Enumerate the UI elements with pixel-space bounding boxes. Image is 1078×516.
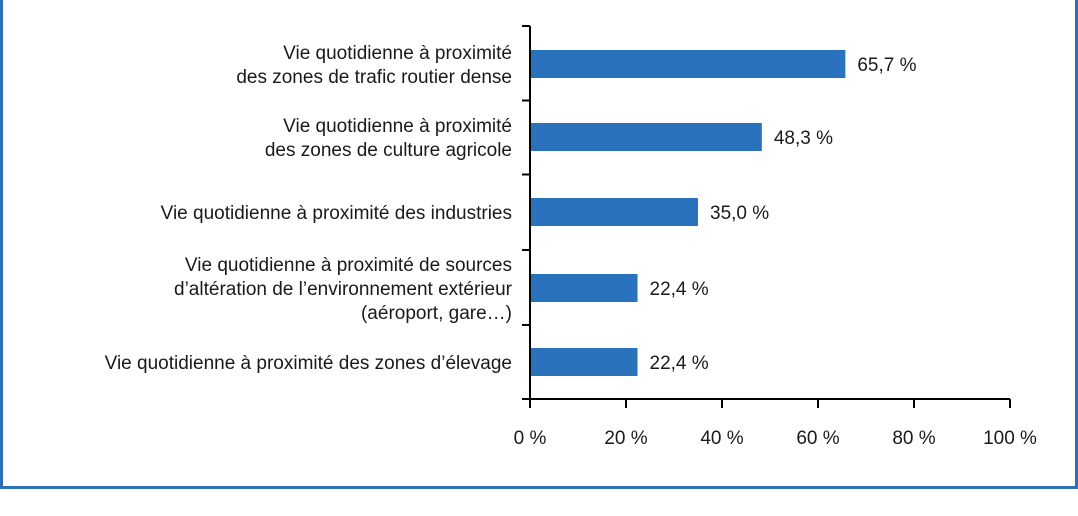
- x-tick-label: 20 %: [604, 428, 647, 449]
- bar: [531, 274, 638, 302]
- bar-value-label: 48,3 %: [774, 128, 833, 149]
- bar-value-label: 22,4 %: [650, 353, 709, 374]
- bar-value-label: 35,0 %: [710, 203, 769, 224]
- category-label: d’altération de l’environnement extérieu…: [174, 279, 513, 300]
- bar-value-label: 65,7 %: [857, 55, 916, 76]
- x-tick-label: 40 %: [700, 428, 743, 449]
- x-tick-label: 60 %: [796, 428, 839, 449]
- category-label: Vie quotidienne à proximité des industri…: [161, 203, 512, 224]
- bar: [531, 348, 638, 376]
- bar: [531, 50, 846, 78]
- bar-value-label: 22,4 %: [650, 279, 709, 300]
- category-label: (aéroport, gare…): [361, 303, 512, 324]
- category-label: Vie quotidienne à proximité des zones d’…: [105, 353, 512, 374]
- category-label: des zones de trafic routier dense: [236, 67, 512, 88]
- category-label: Vie quotidienne à proximité: [283, 116, 512, 137]
- category-label: des zones de culture agricole: [265, 140, 512, 161]
- chart-frame: [0, 0, 1078, 489]
- x-tick-label: 0 %: [514, 428, 547, 449]
- x-tick-label: 100 %: [983, 428, 1037, 449]
- x-tick-label: 80 %: [892, 428, 935, 449]
- category-label: Vie quotidienne à proximité: [283, 43, 512, 64]
- category-label: Vie quotidienne à proximité de sources: [185, 255, 512, 276]
- bar: [531, 123, 762, 151]
- bar: [531, 198, 698, 226]
